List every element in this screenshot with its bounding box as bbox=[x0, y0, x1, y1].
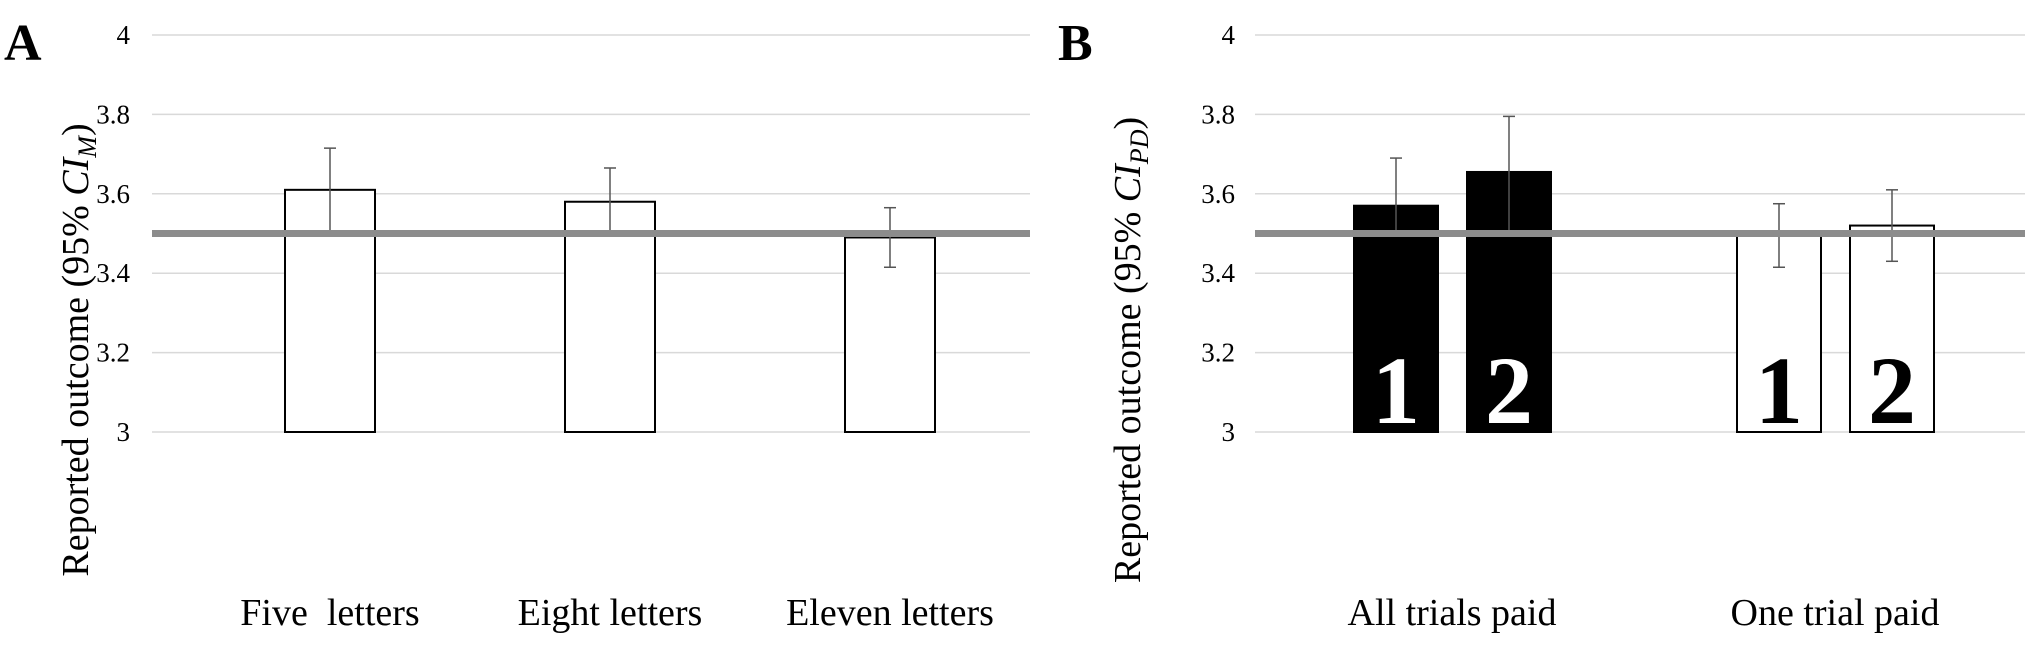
panel-a-y-axis-title: Reported outcome (95% CIM) bbox=[55, 123, 102, 576]
panel-b-y-axis-title: Reported outcome (95% CIPD) bbox=[1107, 117, 1154, 583]
b-y-tick-label: 4 bbox=[1222, 20, 1236, 50]
panel-b-bars bbox=[1353, 170, 1935, 433]
a-y-tick-label: 3.8 bbox=[96, 99, 130, 129]
panel-b-group-labels: All trials paid One trial paid bbox=[1348, 592, 1940, 634]
b-y-tick-label: 3.4 bbox=[1201, 258, 1235, 288]
b-y-tick-label: 3.6 bbox=[1201, 179, 1235, 209]
panel-b-bar-number: 1 bbox=[1755, 337, 1803, 444]
panel-b-y-tick-labels: 3 3.2 3.4 3.6 3.8 4 bbox=[1201, 20, 1235, 447]
panel-a: A 3 3.2 3.4 3.6 3.8 4 Reported outcome (95% C… bbox=[4, 15, 1030, 634]
a-y-tick-label: 3.6 bbox=[96, 179, 130, 209]
panel-b-group-label: All trials paid bbox=[1348, 592, 1557, 634]
panel-a-category-label: Eight letters bbox=[518, 592, 703, 634]
panel-b-group-label: One trial paid bbox=[1731, 592, 1940, 634]
a-y-tick-label: 3.2 bbox=[96, 338, 130, 368]
panel-b: B 3 3.2 3.4 3.6 3.8 4 Reported outcome (95% C… bbox=[1058, 15, 2025, 634]
a-y-tick-label: 4 bbox=[117, 20, 131, 50]
a-y-tick-label: 3 bbox=[117, 417, 131, 447]
a-y-tick-label: 3.4 bbox=[96, 258, 130, 288]
b-y-tick-label: 3.2 bbox=[1201, 338, 1235, 368]
panel-a-bar bbox=[564, 200, 656, 433]
panel-b-bar bbox=[1736, 234, 1822, 433]
panel-a-category-labels: Five letters Eight letters Eleven letters bbox=[240, 592, 994, 634]
panel-b-label: B bbox=[1058, 15, 1093, 72]
panel-a-label: A bbox=[4, 15, 42, 72]
panel-b-bar-number: 1 bbox=[1372, 337, 1420, 444]
b-y-tick-label: 3 bbox=[1222, 417, 1236, 447]
panel-a-category-label: Eleven letters bbox=[786, 592, 994, 634]
panel-a-bar bbox=[844, 236, 936, 433]
panel-b-bar-number: 2 bbox=[1485, 337, 1533, 444]
panel-a-category-label: Five letters bbox=[240, 592, 419, 634]
b-y-tick-label: 3.8 bbox=[1201, 99, 1235, 129]
panel-b-bar-number: 2 bbox=[1868, 337, 1916, 444]
panel-a-y-tick-labels: 3 3.2 3.4 3.6 3.8 4 bbox=[96, 20, 130, 447]
